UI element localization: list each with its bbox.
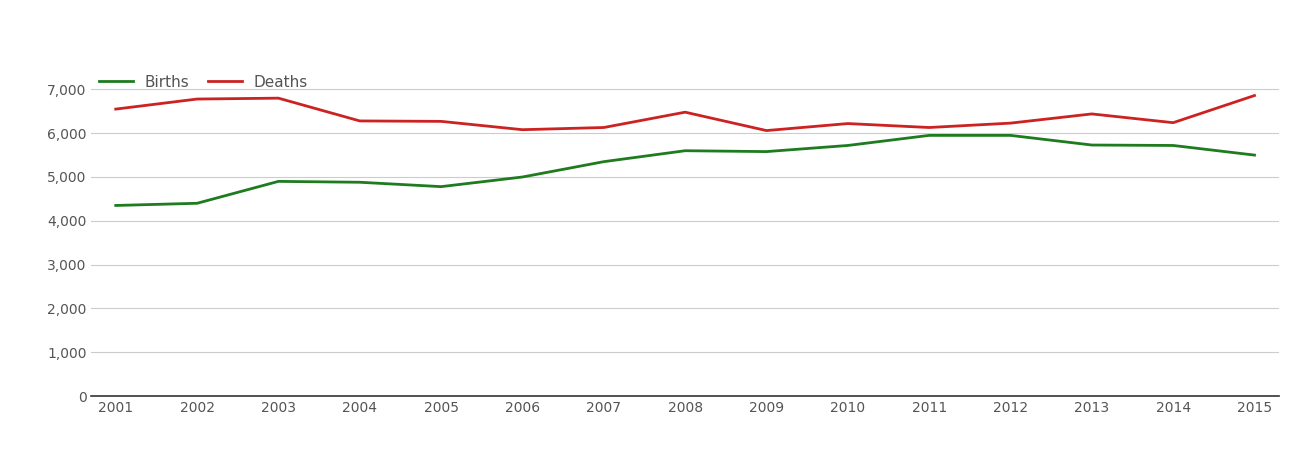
Births: [758, 149, 774, 154]
Births: [921, 133, 937, 138]
Deaths: [840, 121, 856, 126]
Line: Births: Births: [116, 135, 1254, 206]
Legend: Births, Deaths: Births, Deaths: [99, 75, 308, 90]
Line: Deaths: Deaths: [116, 95, 1254, 130]
Births: [1084, 142, 1100, 148]
Deaths: [1084, 111, 1100, 117]
Births: [189, 201, 205, 206]
Deaths: [352, 118, 368, 124]
Births: [840, 143, 856, 148]
Deaths: [108, 106, 124, 112]
Births: [108, 203, 124, 208]
Births: [1002, 133, 1018, 138]
Births: [270, 179, 286, 184]
Deaths: [921, 125, 937, 130]
Deaths: [189, 96, 205, 102]
Deaths: [1002, 121, 1018, 126]
Deaths: [1165, 120, 1181, 126]
Births: [514, 174, 530, 180]
Births: [1246, 153, 1262, 158]
Births: [677, 148, 693, 153]
Deaths: [433, 119, 449, 124]
Births: [433, 184, 449, 189]
Deaths: [677, 109, 693, 115]
Deaths: [596, 125, 612, 130]
Deaths: [1246, 93, 1262, 98]
Deaths: [758, 128, 774, 133]
Births: [352, 180, 368, 185]
Births: [1165, 143, 1181, 148]
Deaths: [514, 127, 530, 132]
Deaths: [270, 95, 286, 101]
Births: [596, 159, 612, 164]
